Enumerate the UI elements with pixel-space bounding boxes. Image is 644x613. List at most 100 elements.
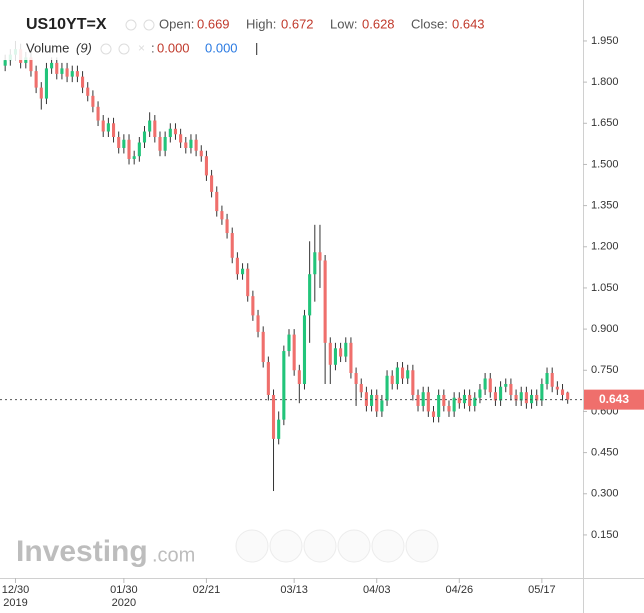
y-tick-label: 1.350: [591, 200, 619, 212]
candle-body: [153, 120, 157, 138]
candle-body: [509, 383, 513, 395]
volume-period: (9): [76, 40, 92, 55]
low-value: 0.628: [362, 16, 395, 31]
candle-body: [256, 315, 260, 332]
close-value: 0.643: [452, 16, 485, 31]
y-tick-label: 0.900: [591, 323, 619, 335]
candle-body: [65, 68, 69, 77]
candle-body: [163, 137, 167, 151]
candle-body: [488, 378, 492, 393]
candle-body: [55, 62, 59, 74]
candle-body: [210, 175, 214, 192]
candle-body: [390, 375, 394, 384]
candle-body: [199, 150, 203, 157]
settings-icon[interactable]: [143, 19, 155, 31]
candle-body: [560, 389, 565, 395]
y-tick-label: 1.500: [591, 158, 619, 170]
x-tick-label: 04/26: [446, 584, 474, 596]
candle-body: [225, 219, 229, 234]
x-tick-label: 04/03: [363, 584, 391, 596]
candle-body: [24, 57, 28, 63]
candle-body: [514, 394, 518, 401]
candle-body: [60, 68, 64, 74]
y-tick-label: 0.150: [591, 529, 619, 541]
y-tick-label: 1.650: [591, 117, 619, 129]
eye-icon[interactable]: [125, 19, 137, 31]
candle-body: [421, 392, 425, 406]
y-tick-label: 1.950: [591, 35, 619, 47]
candle-body: [44, 68, 48, 99]
candle-body: [142, 131, 147, 143]
volume-label: Volume: [26, 40, 69, 55]
plot-area: 1.950 1.800 1.650 1.500 1.350 1.200 1.050 0.900…: [0, 35, 644, 609]
separator: :: [151, 40, 155, 55]
x-tick-label: 02/21: [193, 584, 221, 596]
candle-body: [344, 342, 348, 357]
candle-body: [354, 373, 358, 384]
open-label: Open:: [159, 16, 194, 31]
candle-body: [339, 348, 343, 357]
candle-body: [535, 394, 539, 401]
x-tick-label: 01/30: [110, 584, 138, 596]
candle-body: [400, 367, 405, 379]
candle-body: [426, 392, 430, 412]
low-label: Low:: [330, 16, 357, 31]
candle-body: [519, 392, 523, 401]
candle-body: [308, 274, 312, 316]
candle-body: [29, 57, 33, 72]
eye-icon[interactable]: [100, 43, 112, 55]
watermark-suffix: .com: [152, 544, 195, 566]
candle-body: [313, 252, 317, 275]
nav-button[interactable]: [337, 529, 371, 563]
candle-body: [50, 62, 54, 69]
nav-button[interactable]: [371, 529, 405, 563]
last-price-box: [584, 389, 644, 410]
candle-body: [235, 257, 239, 275]
settings-icon[interactable]: [118, 43, 130, 55]
cursor: |: [255, 40, 258, 55]
candle-body: [473, 397, 477, 406]
high-label: High:: [246, 16, 276, 31]
nav-button[interactable]: [235, 529, 269, 563]
candle-body: [34, 71, 38, 88]
candle-body: [530, 394, 534, 404]
candle-body: [292, 334, 296, 371]
candle-body: [462, 394, 467, 404]
x-tick-label: 12/30: [2, 584, 30, 596]
candle-body: [81, 76, 85, 88]
nav-button[interactable]: [405, 529, 439, 563]
candle-body: [271, 394, 276, 439]
candle-body: [173, 128, 178, 135]
candle-body: [106, 123, 110, 132]
x-tick-label: 03/13: [280, 584, 308, 596]
candle-body: [499, 386, 503, 401]
candle-body: [246, 268, 250, 297]
candle-body: [122, 139, 126, 148]
candle-body: [117, 137, 121, 148]
candle-body: [442, 394, 446, 406]
nav-buttons: [235, 529, 439, 563]
y-tick-label: 0.300: [591, 488, 619, 500]
nav-button[interactable]: [303, 529, 337, 563]
candle-body: [385, 375, 389, 401]
candle-body: [566, 392, 570, 400]
candle-body: [370, 394, 374, 406]
candle-body: [457, 397, 461, 404]
candle-body: [493, 392, 497, 401]
candle-body: [302, 315, 307, 384]
nav-button[interactable]: [269, 529, 303, 563]
close-icon[interactable]: ×: [138, 41, 145, 55]
candle-body: [349, 342, 353, 374]
candle-body: [184, 142, 188, 148]
candle-body: [277, 419, 281, 439]
volume-value: 0.000: [157, 40, 190, 55]
candle-body: [230, 233, 234, 258]
candle-body: [189, 139, 193, 148]
candle-body: [179, 134, 183, 143]
candle-body: [241, 268, 245, 275]
candle-body: [101, 120, 105, 132]
candle-body: [333, 348, 337, 365]
y-tick-label: 0.750: [591, 364, 619, 376]
